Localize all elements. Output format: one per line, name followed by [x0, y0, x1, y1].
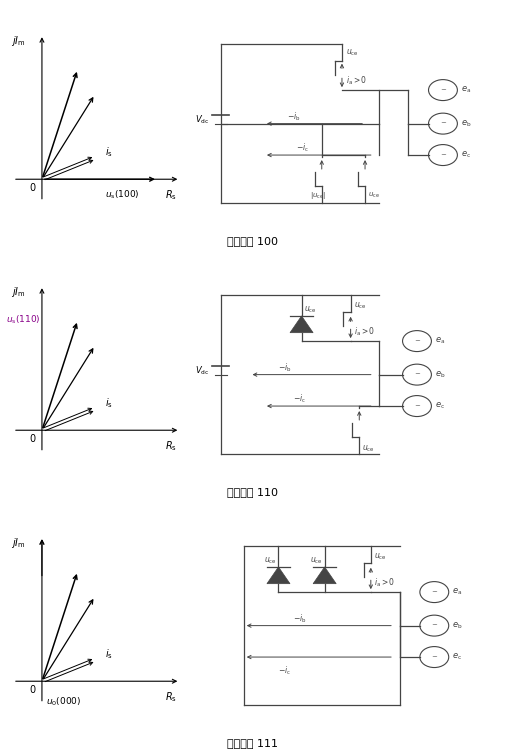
Text: $e_{\rm b}$: $e_{\rm b}$ [452, 620, 463, 631]
Text: 0: 0 [30, 183, 36, 193]
Text: $R_{\rm s}$: $R_{\rm s}$ [165, 691, 177, 704]
Text: $|u_{\rm ce}|$: $|u_{\rm ce}|$ [310, 190, 326, 201]
Text: $u_{\rm ce}$: $u_{\rm ce}$ [310, 556, 323, 566]
Text: $e_{\rm c}$: $e_{\rm c}$ [452, 652, 462, 663]
Text: $e_{\rm c}$: $e_{\rm c}$ [435, 401, 445, 411]
Text: 0: 0 [30, 685, 36, 695]
Text: $e_{\rm a}$: $e_{\rm a}$ [461, 85, 471, 96]
Text: ~: ~ [431, 654, 437, 660]
Text: ~: ~ [414, 372, 420, 377]
Text: $jI_{\rm m}$: $jI_{\rm m}$ [11, 285, 26, 299]
Text: $u_{\rm 0}(000)$: $u_{\rm 0}(000)$ [46, 696, 81, 709]
Text: ~: ~ [440, 152, 446, 158]
Text: ~: ~ [414, 338, 420, 344]
Text: $V_{\rm dc}$: $V_{\rm dc}$ [195, 113, 209, 126]
Text: $i_{\rm a}>0$: $i_{\rm a}>0$ [374, 577, 395, 590]
Text: $u_{\rm s}(100)$: $u_{\rm s}(100)$ [105, 189, 140, 201]
Text: $-i_{\rm c}$: $-i_{\rm c}$ [296, 142, 309, 154]
Text: $jI_{\rm m}$: $jI_{\rm m}$ [11, 34, 26, 48]
Text: $jI_{\rm m}$: $jI_{\rm m}$ [11, 536, 26, 550]
Text: $i_{\rm a}>0$: $i_{\rm a}>0$ [346, 75, 368, 87]
Text: $u_{\rm ce}$: $u_{\rm ce}$ [264, 556, 277, 566]
Text: $-i_{\rm c}$: $-i_{\rm c}$ [293, 393, 306, 405]
Polygon shape [313, 567, 336, 584]
Text: $i_{\rm s}$: $i_{\rm s}$ [105, 145, 113, 159]
Text: 开关状态 100: 开关状态 100 [227, 236, 278, 246]
Text: $i_{\rm a}>0$: $i_{\rm a}>0$ [354, 326, 375, 338]
Text: $i_{\rm s}$: $i_{\rm s}$ [105, 647, 113, 660]
Text: ~: ~ [414, 403, 420, 409]
Text: $-i_{\rm b}$: $-i_{\rm b}$ [293, 612, 307, 625]
Text: $-i_{\rm b}$: $-i_{\rm b}$ [278, 361, 292, 374]
Text: $u_{\rm ce}$: $u_{\rm ce}$ [368, 191, 380, 200]
Text: 开关状态 110: 开关状态 110 [227, 487, 278, 498]
Text: $e_{\rm b}$: $e_{\rm b}$ [435, 370, 445, 380]
Text: $u_{\rm ce}$: $u_{\rm ce}$ [354, 300, 366, 311]
Text: $e_{\rm c}$: $e_{\rm c}$ [461, 150, 471, 160]
Text: 0: 0 [30, 434, 36, 444]
Text: ~: ~ [440, 120, 446, 127]
Text: $-i_{\rm b}$: $-i_{\rm b}$ [287, 111, 301, 123]
Text: $u_{\rm ce}$: $u_{\rm ce}$ [346, 47, 359, 58]
Text: $e_{\rm a}$: $e_{\rm a}$ [435, 336, 445, 346]
Polygon shape [267, 567, 290, 584]
Text: $u_{\rm ce}$: $u_{\rm ce}$ [362, 443, 375, 453]
Text: $-i_{\rm c}$: $-i_{\rm c}$ [278, 665, 291, 677]
Text: 开关状态 111: 开关状态 111 [227, 739, 278, 748]
Polygon shape [290, 316, 313, 333]
Text: ~: ~ [431, 589, 437, 595]
Text: $u_{\rm ce}$: $u_{\rm ce}$ [305, 305, 317, 316]
Text: ~: ~ [440, 87, 446, 93]
Text: $i_{\rm s}$: $i_{\rm s}$ [105, 396, 113, 410]
Text: $e_{\rm a}$: $e_{\rm a}$ [452, 587, 463, 597]
Text: $u_{\rm ce}$: $u_{\rm ce}$ [374, 551, 386, 562]
Text: ~: ~ [431, 623, 437, 629]
Text: $V_{\rm dc}$: $V_{\rm dc}$ [195, 364, 209, 376]
Text: $e_{\rm b}$: $e_{\rm b}$ [461, 118, 471, 129]
Text: $u_{\rm s}(110)$: $u_{\rm s}(110)$ [7, 313, 41, 326]
Text: $R_{\rm s}$: $R_{\rm s}$ [165, 188, 177, 202]
Text: $R_{\rm s}$: $R_{\rm s}$ [165, 439, 177, 453]
